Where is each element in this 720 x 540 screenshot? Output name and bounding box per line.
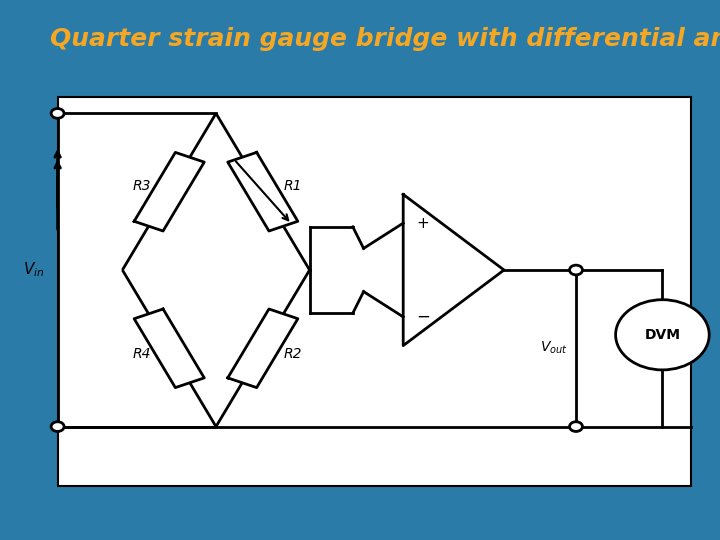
Circle shape [570,422,582,431]
Circle shape [51,422,64,431]
Polygon shape [403,194,504,346]
Polygon shape [134,152,204,231]
Circle shape [570,265,582,275]
Text: R2: R2 [284,347,302,361]
Bar [58,97,691,486]
Polygon shape [228,152,298,231]
Text: R3: R3 [132,179,151,193]
Text: $V_{out}$: $V_{out}$ [540,340,567,356]
Circle shape [51,109,64,118]
Text: Quarter strain gauge bridge with differential amplifier: Quarter strain gauge bridge with differe… [50,27,720,51]
Polygon shape [134,309,204,388]
Text: R1: R1 [284,179,302,193]
Text: DVM: DVM [644,328,680,342]
Text: −: − [416,308,430,326]
Circle shape [616,300,709,370]
Text: R4: R4 [132,347,151,361]
Text: $V_{in}$: $V_{in}$ [23,261,45,279]
Text: +: + [416,215,429,231]
Polygon shape [228,309,298,388]
